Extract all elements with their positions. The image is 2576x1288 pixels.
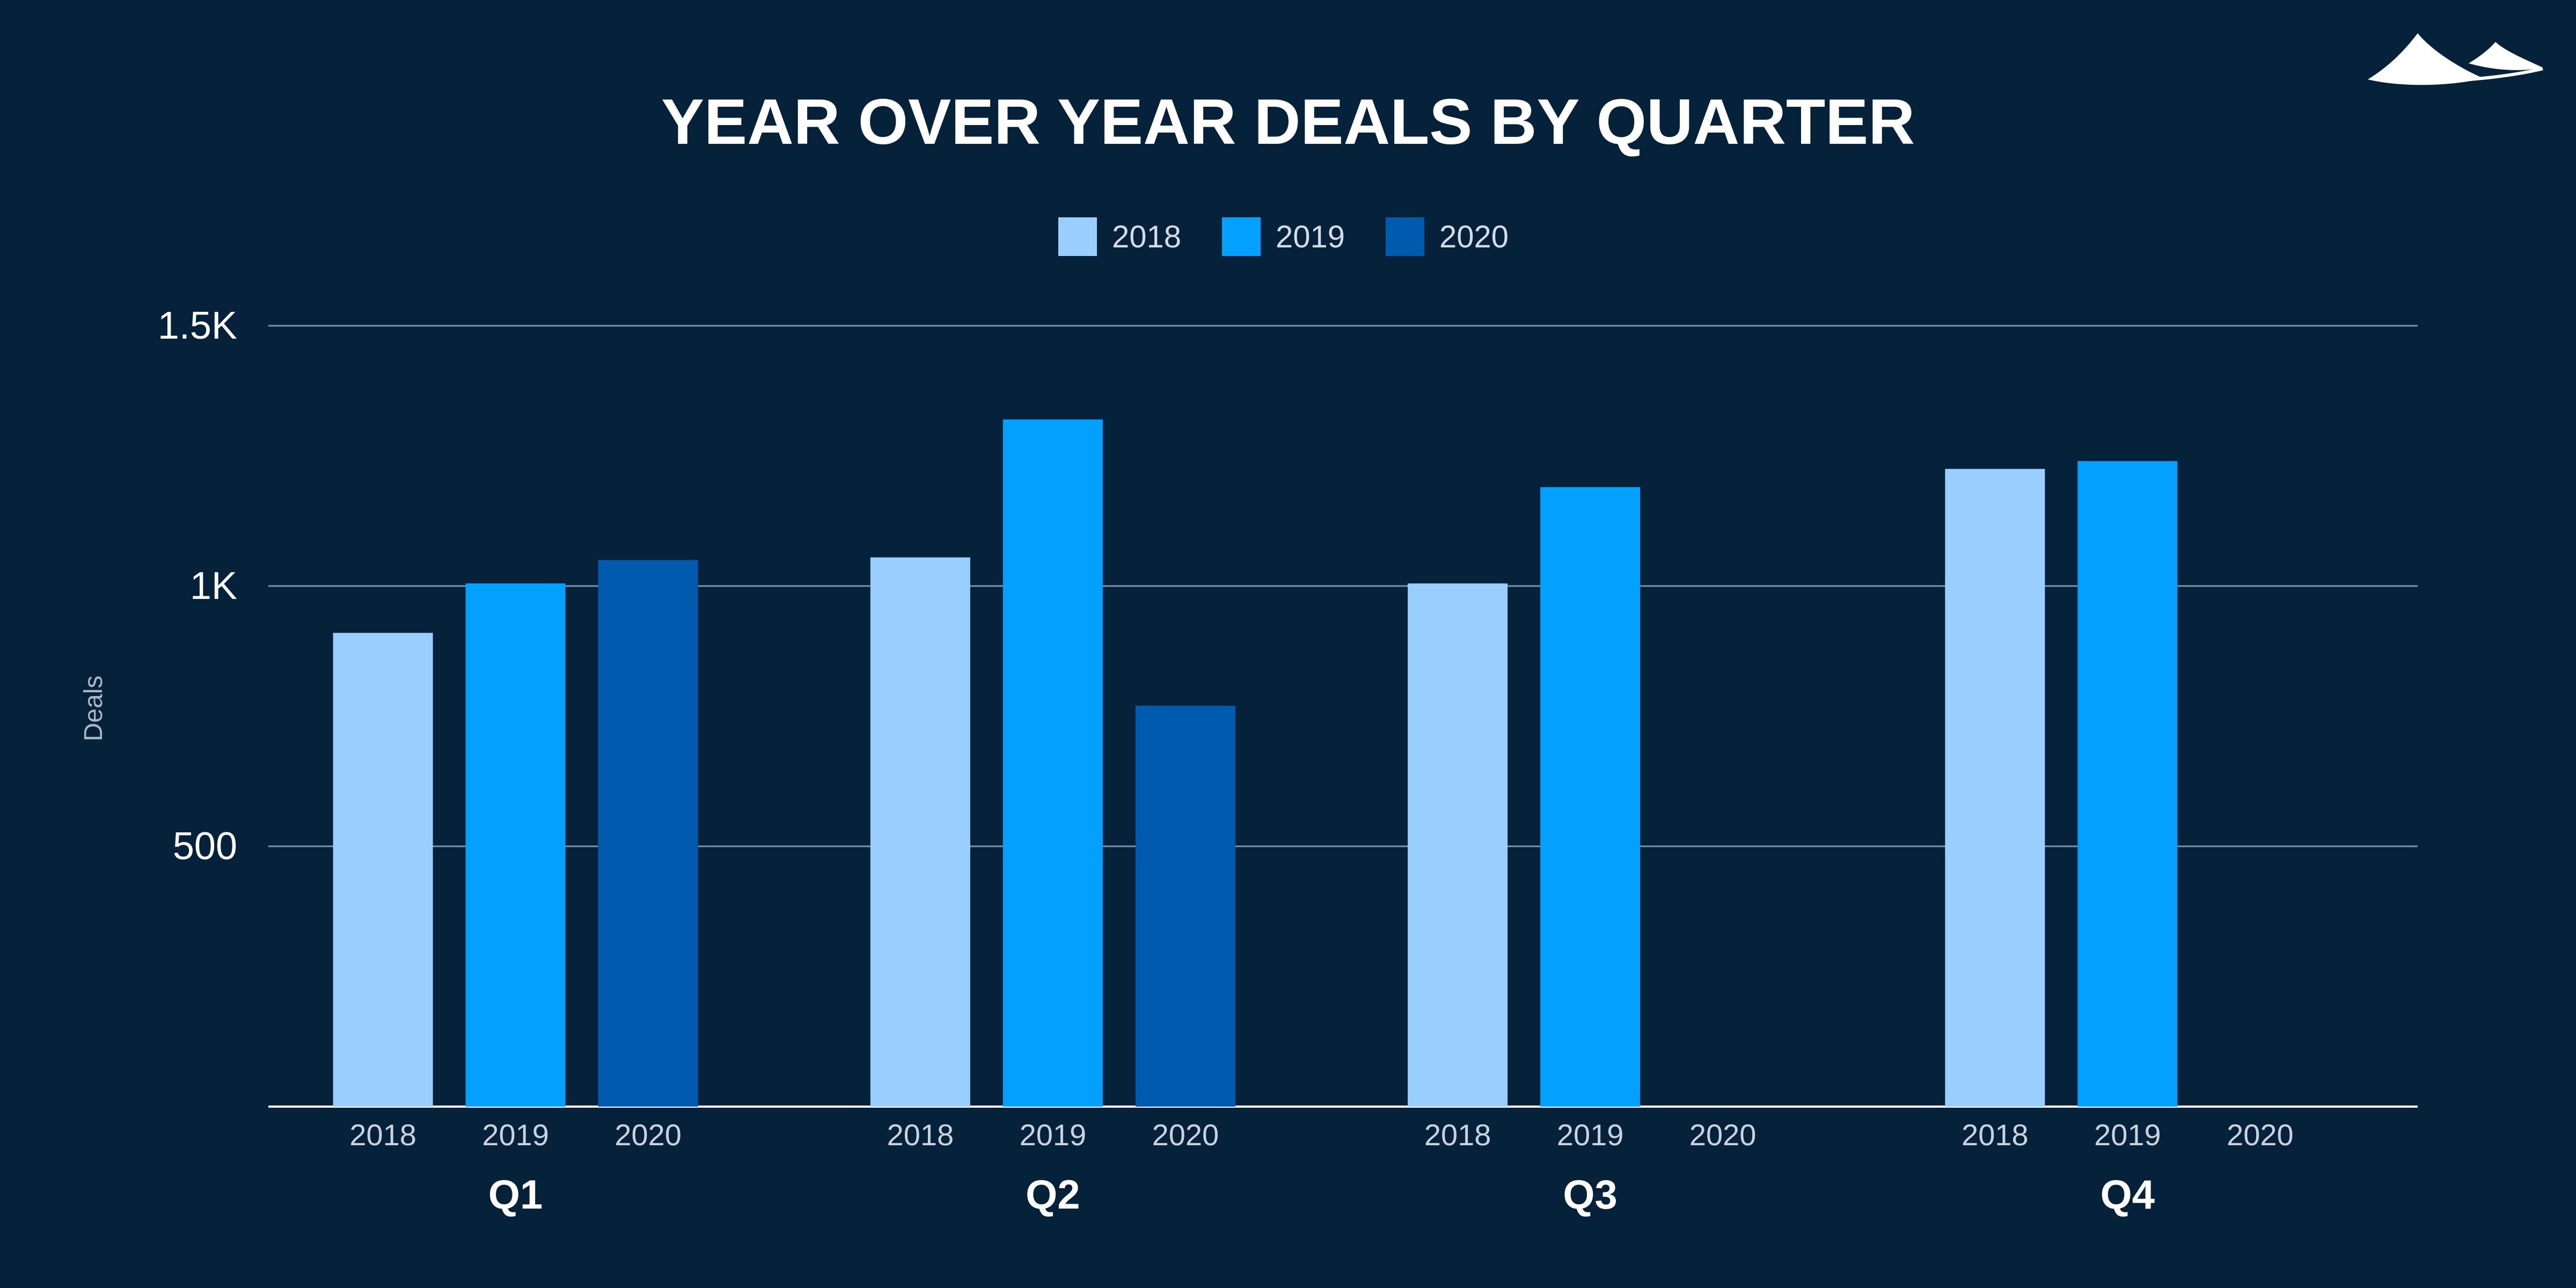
bar-q4-2019 — [2077, 461, 2178, 1107]
x-tick-label: 2019 — [1020, 1118, 1087, 1152]
bar-q2-2018 — [870, 557, 970, 1107]
bars — [333, 419, 2178, 1107]
bar-q1-2019 — [465, 583, 566, 1107]
chart-title: YEAR OVER YEAR DEALS BY QUARTER — [661, 86, 1915, 158]
legend-label: 2019 — [1276, 219, 1345, 254]
x-group-label: Q2 — [1026, 1172, 1080, 1218]
x-group-label: Q3 — [1563, 1172, 1617, 1218]
legend-swatch-2020 — [1386, 217, 1424, 256]
x-axis: 2018 2019 2020 Q1 2018 2019 2020 Q2 2018 2019 2020… — [349, 1118, 2293, 1218]
x-tick-label: 2018 — [887, 1118, 954, 1152]
x-tick-label: 2019 — [1557, 1118, 1624, 1152]
bar-q1-2018 — [333, 633, 433, 1107]
x-tick-label: 2018 — [1962, 1118, 2029, 1152]
x-tick-label: 2019 — [482, 1118, 549, 1152]
y-tick-label: 1.5K — [158, 304, 237, 347]
legend-label: 2018 — [1112, 219, 1181, 254]
y-tick-label: 500 — [173, 825, 237, 868]
legend-swatch-2018 — [1058, 217, 1097, 256]
y-tick-label: 1K — [190, 565, 237, 608]
legend-label: 2020 — [1439, 219, 1509, 254]
bar-q4-2018 — [1945, 469, 2045, 1107]
bar-q3-2018 — [1408, 583, 1508, 1107]
x-tick-label: 2020 — [614, 1118, 682, 1152]
x-tick-label: 2019 — [2094, 1118, 2161, 1152]
x-tick-label: 2018 — [1424, 1118, 1491, 1152]
x-group-label: Q1 — [488, 1172, 543, 1218]
x-tick-label: 2020 — [1152, 1118, 1219, 1152]
x-group-label: Q4 — [2101, 1172, 2155, 1218]
y-axis: 500 1K 1.5K — [158, 304, 237, 868]
bar-q3-2019 — [1540, 487, 1641, 1107]
x-tick-label: 2018 — [349, 1118, 416, 1152]
legend-swatch-2019 — [1222, 217, 1261, 256]
bar-q2-2019 — [1002, 419, 1103, 1107]
y-axis-label: Deals — [79, 676, 108, 742]
x-tick-label: 2020 — [1689, 1118, 1757, 1152]
legend: 2018 2019 2020 — [1058, 217, 1509, 256]
bar-q1-2020 — [598, 560, 698, 1107]
x-tick-label: 2020 — [2227, 1118, 2294, 1152]
bar-q2-2020 — [1135, 706, 1235, 1107]
